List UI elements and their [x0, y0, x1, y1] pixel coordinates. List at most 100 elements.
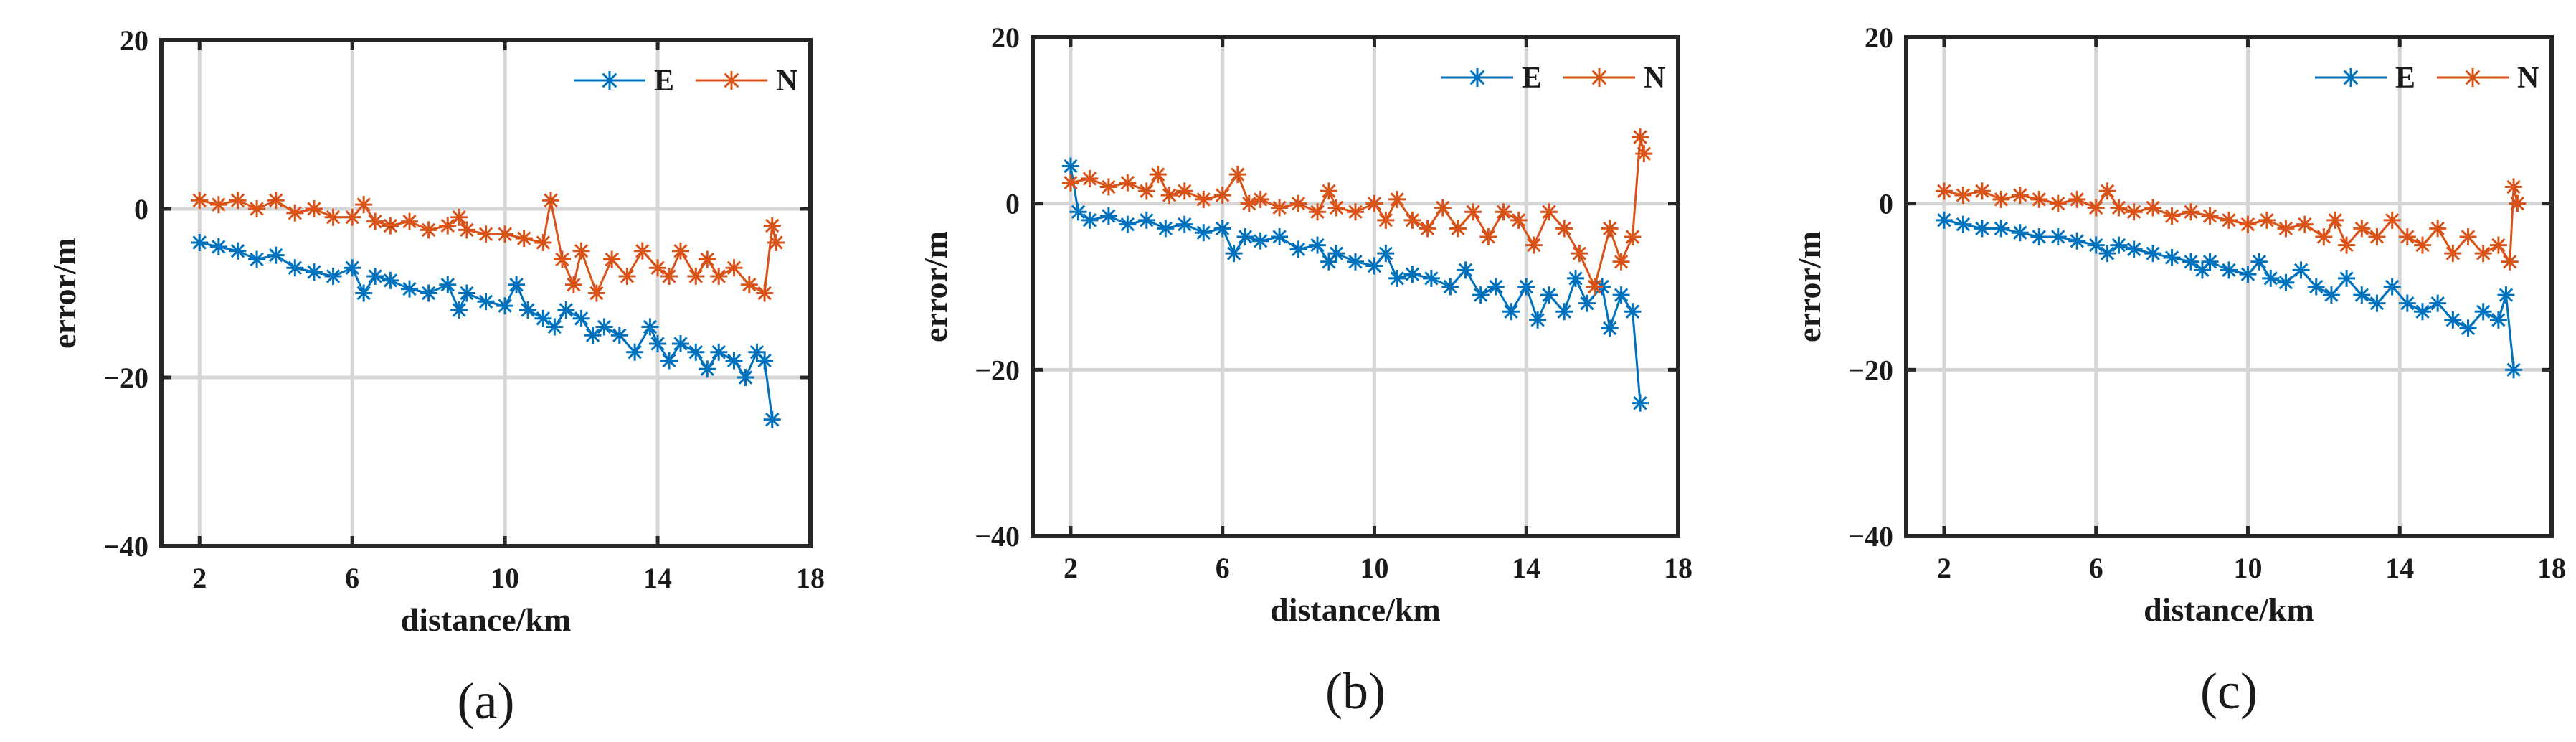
data-point-E [1472, 286, 1490, 304]
series-line-N [1070, 136, 1645, 290]
data-point-E [572, 309, 590, 327]
data-point-E [1992, 220, 2010, 238]
data-point-N [2125, 203, 2143, 221]
data-point-E [496, 297, 514, 315]
data-point-E [725, 352, 743, 370]
x-tick-label: 6 [2089, 552, 2103, 584]
data-point-N [1309, 203, 1327, 221]
data-point-E [382, 271, 399, 289]
data-point-N [1195, 190, 1213, 208]
data-point-N [1464, 203, 1482, 221]
series-line-N [1943, 187, 2519, 266]
data-point-N [649, 259, 667, 277]
data-point-E [2414, 303, 2431, 321]
data-point-E [2338, 269, 2356, 287]
data-point-N [2444, 245, 2462, 263]
data-point-E [355, 284, 373, 302]
x-tick-label: 2 [1064, 552, 1078, 584]
legend-label-N: N [776, 65, 797, 98]
data-point-N [366, 212, 384, 230]
data-point-E [737, 369, 754, 386]
data-point-E [1517, 278, 1535, 296]
data-point-E [2262, 269, 2280, 287]
data-point-N [2489, 236, 2507, 254]
data-point-N [382, 217, 399, 235]
series-line-N [199, 199, 777, 296]
data-point-E [2353, 286, 2371, 304]
data-point-E [595, 318, 613, 336]
data-point-N [420, 221, 437, 239]
data-point-N [2182, 203, 2200, 221]
data-point-E [2182, 253, 2200, 271]
plot-frame [159, 38, 813, 548]
caption-letter: a [475, 672, 498, 730]
panel-caption: (a) [458, 672, 515, 730]
data-point-E [2030, 228, 2048, 245]
y-tick-label: −20 [103, 362, 148, 394]
data-point-N [2509, 194, 2527, 212]
data-point-N [267, 192, 285, 210]
data-point-N [1061, 174, 1079, 192]
data-point-E [763, 410, 781, 428]
data-point-E [649, 335, 667, 352]
data-point-E [1632, 394, 1649, 412]
y-tick-label: −40 [1848, 520, 1893, 553]
data-point-N [633, 242, 651, 260]
y-tick-label: 20 [1865, 22, 1893, 54]
data-point-N [355, 196, 373, 214]
data-point-E [267, 246, 285, 264]
data-point-E [1175, 215, 1193, 233]
data-point-E [2444, 311, 2462, 329]
data-point-E [344, 259, 361, 277]
data-point-E [2220, 261, 2238, 279]
data-point-E [209, 238, 227, 255]
data-point-N [2398, 228, 2416, 245]
data-point-N [515, 230, 533, 248]
data-point-N [534, 234, 552, 251]
data-point-N [603, 250, 621, 268]
legend-label-E: E [1522, 62, 1542, 95]
data-point-N [2315, 228, 2333, 245]
data-point-N [2296, 215, 2314, 233]
data-point-N [660, 268, 678, 285]
data-point-N [1327, 199, 1345, 217]
data-point-N [1449, 220, 1467, 238]
data-point-N [2459, 228, 2477, 245]
data-point-E [1195, 224, 1213, 242]
data-point-E [1954, 215, 1972, 233]
x-tick-label: 14 [1512, 552, 1540, 584]
data-point-E [710, 343, 728, 361]
data-point-N [740, 276, 758, 293]
y-tick-label: −40 [103, 530, 148, 563]
data-point-E [1540, 286, 1558, 304]
data-point-N [286, 204, 304, 222]
data-point-E [1289, 240, 1307, 258]
data-point-E [1441, 278, 1459, 296]
data-point-N [1377, 211, 1395, 229]
data-point-E [1119, 215, 1137, 233]
y-tick-label: 20 [120, 24, 148, 57]
data-point-N [2239, 215, 2257, 233]
data-point-N [564, 276, 582, 293]
data-point-N [477, 225, 495, 243]
x-tick-label: 2 [192, 562, 207, 594]
data-point-E [1567, 269, 1585, 287]
data-point-N [710, 268, 728, 285]
x-tick-label: 18 [796, 562, 825, 594]
data-point-N [2011, 187, 2029, 205]
data-point-E [191, 234, 209, 251]
legend-label-E: E [654, 65, 674, 98]
data-point-E [2489, 311, 2507, 329]
series-line-E [199, 241, 774, 420]
data-point-N [2501, 253, 2519, 271]
x-axis-label: distance/km [1270, 591, 1441, 628]
data-point-E [1327, 245, 1345, 263]
data-point-E [1309, 236, 1327, 254]
data-point-E [1251, 232, 1269, 250]
data-point-N [618, 268, 636, 285]
data-point-N [672, 242, 689, 260]
data-point-N [1119, 174, 1137, 192]
data-point-E [687, 343, 705, 361]
data-point-N [2030, 190, 2048, 208]
